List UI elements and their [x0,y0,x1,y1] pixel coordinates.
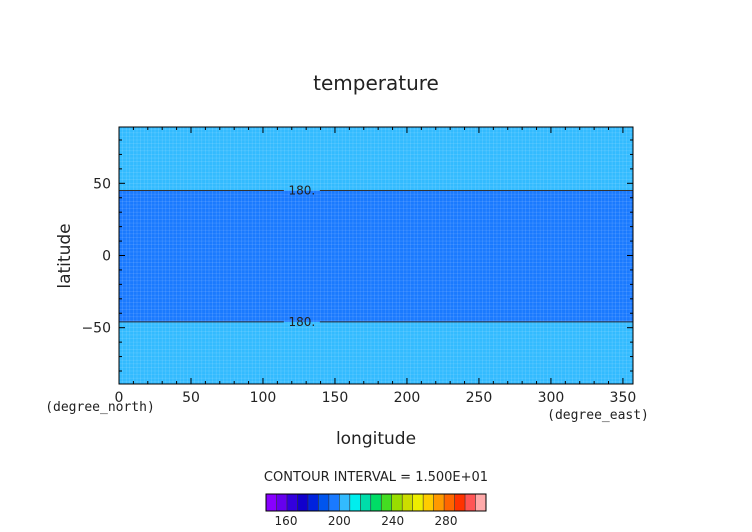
contour-interval-label: CONTOUR INTERVAL = 1.500E+01 [264,470,488,485]
band-equatorial [119,190,633,322]
x-axis: 0 50 100 150 200 250 300 350 [115,127,637,406]
colorbar-swatch [370,494,382,511]
x-tick-label: 150 [322,390,349,406]
colorbar-swatch [328,494,340,511]
contour-label: 180. [288,184,315,198]
y-axis: −50 0 50 [81,139,633,372]
band-north [119,127,633,191]
colorbar-swatch [307,494,319,511]
y-tick-label: 50 [93,176,111,192]
x-tick-label: 250 [466,390,493,406]
colorbar-swatch [286,494,298,511]
colorbar-tick-label: 200 [328,514,351,528]
colorbar-tick-label: 240 [381,514,404,528]
x-tick-label: 100 [250,390,277,406]
x-tick-label: 0 [115,390,124,406]
chart-title: temperature [313,71,439,95]
colorbar-frame [265,493,487,512]
y-unit-label: (degree_north) [45,400,155,415]
colorbar-swatch [297,494,309,511]
colorbar-swatch [349,494,361,511]
y-tick-label: 0 [102,249,111,265]
colorbar-swatch [266,494,277,511]
x-tick-label: 50 [182,390,200,406]
plot-area: 180. 180. [118,126,634,385]
x-tick-label: 300 [538,390,565,406]
colorbar-swatch [475,494,487,511]
colorbar-swatch [423,494,434,511]
colorbar-swatch [360,494,372,511]
colorbar: 160 200 240 280 [265,493,487,528]
x-tick-label: 200 [394,390,421,406]
colorbar-swatch [465,494,476,511]
colorbar-tick-label: 160 [275,514,298,528]
colorbar-swatch [402,494,413,511]
colorbar-swatch [318,494,330,511]
colorbar-swatch [276,494,288,511]
colorbar-swatch [444,494,455,511]
colorbar-swatch [339,494,351,511]
colorbar-swatch [412,494,424,511]
grid-lines [119,127,633,384]
colorbar-swatch [433,494,445,511]
colorbar-swatch [381,494,393,511]
y-axis-label: latitude [55,223,75,288]
temperature-bands [119,127,633,384]
colorbar-tick-label: 280 [435,514,458,528]
y-tick-label: −50 [81,321,111,337]
contour-lines: 180. 180. [119,184,633,329]
x-tick-label: 350 [610,390,637,406]
contour-label: 180. [288,315,315,329]
colorbar-swatch [391,494,403,511]
x-axis-label: longitude [336,429,416,449]
x-unit-label: (degree_east) [547,408,649,423]
band-south [119,321,633,384]
colorbar-swatch [454,494,466,511]
